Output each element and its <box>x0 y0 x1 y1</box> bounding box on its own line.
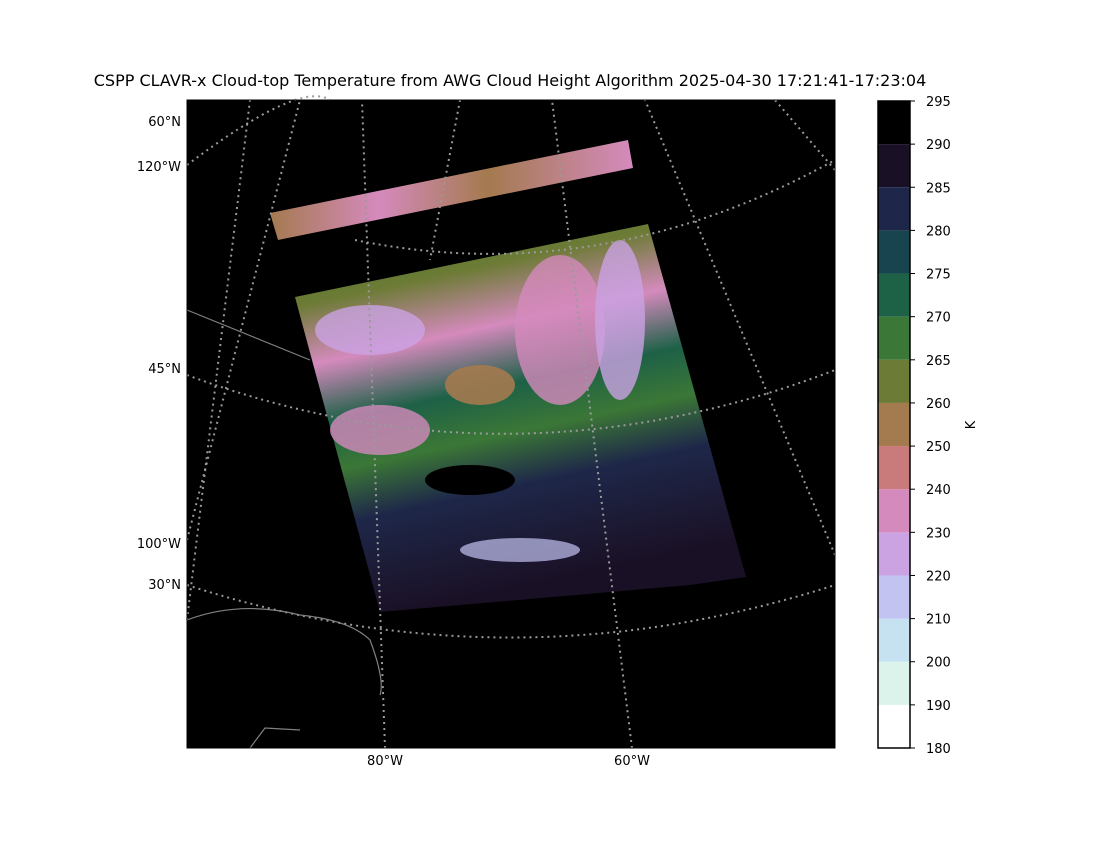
cloud <box>460 538 580 562</box>
meridian <box>361 99 386 749</box>
colorbar-tick-label: 180 <box>926 742 951 757</box>
clear-sky <box>425 465 515 495</box>
cloud <box>515 255 605 405</box>
lat-label: 45°N <box>148 362 181 377</box>
colorbar-segment <box>878 446 910 490</box>
colorbar-segment <box>878 101 910 145</box>
title: CSPP CLAVR-x Cloud-top Temperature from … <box>94 71 927 90</box>
colorbar-tick-label: 240 <box>926 483 951 498</box>
colorbar-segment <box>878 575 910 619</box>
map-frame <box>186 99 836 749</box>
colorbar-segment <box>878 489 910 533</box>
colorbar-tick-label: 230 <box>926 526 951 541</box>
colorbar-label: K <box>964 420 979 429</box>
colorbar-segment <box>878 704 910 748</box>
colorbar-tick-label: 210 <box>926 613 951 628</box>
colorbar-tick-label: 265 <box>926 354 951 369</box>
colorbar-tick-label: 260 <box>926 397 951 412</box>
lon-label: 100°W <box>137 537 181 552</box>
colorbar-segment <box>878 144 910 188</box>
lon-label: 60°W <box>614 754 650 769</box>
colorbar-segment <box>878 230 910 274</box>
parallel <box>186 369 836 435</box>
meridian <box>551 99 633 749</box>
lat-label: 60°N <box>148 115 181 130</box>
colorbar-tick-label: 270 <box>926 311 951 326</box>
colorbar-tick-label: 220 <box>926 569 951 584</box>
lon-label: 120°W <box>137 160 181 175</box>
colorbar-tick-label: 285 <box>926 181 951 196</box>
colorbar: 180 190 200 210 220 230 240 250 260 265 270 275 280 2… <box>877 95 951 757</box>
lat-label: 30°N <box>148 578 181 593</box>
colorbar-segment <box>878 402 910 447</box>
meridian <box>186 99 301 541</box>
colorbar-frame <box>877 100 911 749</box>
colorbar-tick-label: 200 <box>926 656 951 671</box>
map: 60°N 45°N 30°N 120°W 100°W 80°W 60°W <box>137 95 836 769</box>
cloud <box>595 240 645 400</box>
cloud <box>315 305 425 355</box>
cloud <box>445 365 515 405</box>
colorbar-tick-label: 275 <box>926 268 951 283</box>
parallel <box>186 584 836 639</box>
lon-label: 80°W <box>367 754 403 769</box>
swath-north <box>270 140 633 240</box>
colorbar-segment <box>878 316 910 360</box>
coastline <box>186 309 382 749</box>
meridian <box>644 99 836 556</box>
colorbar-segment <box>878 532 910 576</box>
colorbar-tick-label: 290 <box>926 138 951 153</box>
colorbar-segment <box>878 273 910 317</box>
colorbar-segment <box>878 187 910 231</box>
colorbar-segment <box>878 618 910 662</box>
colorbar-tick-label: 190 <box>926 699 951 714</box>
colorbar-segment <box>878 359 910 403</box>
colorbar-tick-label: 250 <box>926 440 951 455</box>
cloud <box>330 405 430 455</box>
colorbar-tick-label: 295 <box>926 95 951 110</box>
parallel <box>186 95 331 166</box>
colorbar-tick-label: 280 <box>926 224 951 239</box>
colorbar-segment <box>878 661 910 705</box>
